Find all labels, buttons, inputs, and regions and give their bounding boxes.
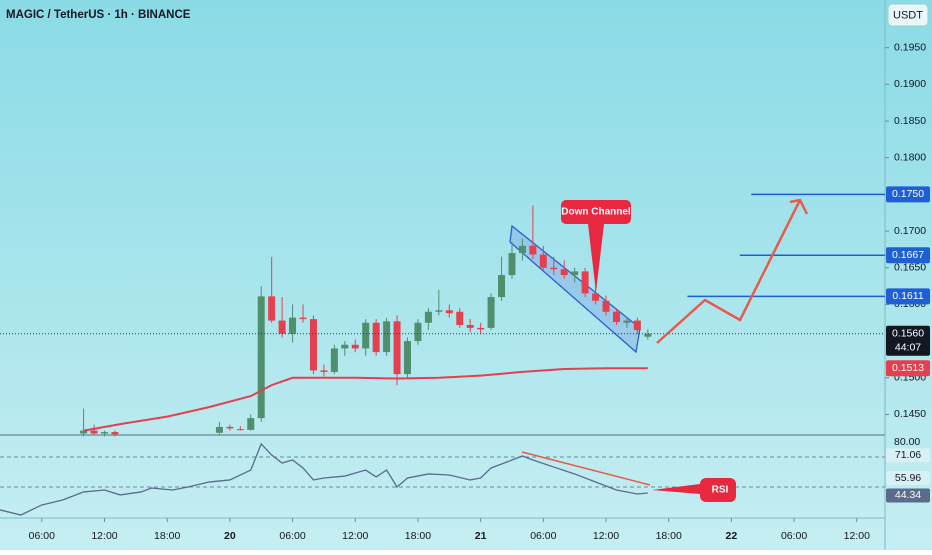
rsi-divergence: [521, 451, 651, 486]
candle-body: [309, 319, 317, 371]
candle-body: [100, 432, 108, 434]
candle-body: [539, 254, 547, 268]
x-tick-label: 18:00: [405, 530, 431, 542]
x-tick-label: 06:00: [530, 530, 556, 542]
x-tick-label: 06:00: [279, 530, 305, 542]
y-tick-label: 0.1450: [894, 408, 926, 420]
candle-body: [351, 344, 359, 349]
candle-body: [477, 327, 485, 330]
x-tick-label: 12:00: [342, 530, 368, 542]
y-tick-label: 0.1900: [894, 78, 926, 90]
rsi-badge: [886, 488, 930, 503]
candle-body: [299, 317, 307, 320]
candle-body: [518, 245, 526, 254]
level-badge: [886, 186, 930, 203]
x-tick-label: 18:00: [154, 530, 180, 542]
countdown: 44:07: [895, 342, 921, 354]
candle-body: [90, 430, 98, 434]
candle-body: [456, 311, 464, 325]
candle-body: [257, 296, 265, 419]
rsi-badge-label: 71.06: [895, 449, 921, 461]
candle-body: [341, 344, 349, 349]
rsi-callout: [652, 478, 736, 502]
candle-body: [414, 322, 422, 342]
candle-body: [644, 333, 652, 337]
level-badge-label: 0.1667: [892, 249, 924, 261]
currency-box: [887, 3, 929, 27]
candle-body: [289, 317, 297, 334]
ma-badge-label: 0.1513: [892, 362, 924, 374]
candle-body: [487, 297, 495, 328]
candle-body: [612, 311, 620, 323]
rsi-line: [0, 442, 648, 516]
ma-badge: [886, 360, 930, 377]
x-tick-label: 12:00: [593, 530, 619, 542]
moving-average: [83, 367, 648, 432]
x-tick-label: 12:00: [844, 530, 870, 542]
rsi-badge: [886, 448, 930, 463]
y-tick-label: 0.1650: [894, 262, 926, 274]
rsi-tick-label: 80.00: [894, 436, 920, 448]
candle-body: [268, 296, 276, 321]
candle-body: [330, 348, 338, 372]
candle-body: [215, 426, 223, 433]
level-badge: [886, 247, 930, 264]
candle-body: [581, 271, 589, 294]
candle-body: [435, 310, 443, 312]
candle-body: [383, 321, 391, 353]
channel-callout: [561, 200, 631, 292]
candle-body: [362, 322, 370, 349]
level-badge: [886, 288, 930, 305]
candle-body: [508, 253, 516, 276]
annotation: Down Channel: [561, 207, 631, 218]
candle-body: [633, 320, 641, 331]
y-tick-label: 0.1950: [894, 41, 926, 53]
y-tick-label: 0.1800: [894, 151, 926, 163]
x-tick-label: 06:00: [29, 530, 55, 542]
rsi-badge: [886, 471, 930, 486]
level-badge-label: 0.1611: [892, 290, 923, 302]
candle-body: [111, 432, 119, 435]
last-price-badge: [886, 325, 930, 356]
candle-body: [320, 370, 328, 372]
projection-arrowhead: [789, 198, 809, 215]
candle-body: [623, 320, 631, 323]
candle-body: [80, 430, 88, 434]
candle-body: [498, 275, 506, 298]
candle-body: [403, 341, 411, 375]
x-tick-label: 21: [475, 530, 487, 542]
candle-body: [592, 293, 600, 301]
x-tick-label: 22: [726, 530, 738, 542]
candle-body: [247, 418, 255, 430]
last-price-badge-label: 0.1560: [892, 328, 924, 340]
candle-body: [424, 311, 432, 323]
candle-body: [466, 324, 474, 328]
x-tick-label: 20: [224, 530, 236, 542]
x-tick-label: 12:00: [91, 530, 117, 542]
candle-body: [236, 429, 244, 431]
level-badge-label: 0.1750: [892, 188, 924, 200]
y-tick-label: 0.1850: [894, 115, 926, 127]
candle-body: [393, 321, 401, 375]
x-tick-label: 06:00: [781, 530, 807, 542]
candle-body: [560, 269, 568, 276]
annotation: RSI: [712, 485, 729, 496]
candle-body: [226, 426, 234, 429]
currency: USDT: [893, 9, 923, 21]
candle-body: [278, 320, 286, 334]
x-tick-label: 18:00: [656, 530, 682, 542]
candle-body: [372, 322, 380, 353]
rsi-badge-label: 55.96: [895, 472, 921, 484]
chart-title: MAGIC / TetherUS · 1h · BINANCE: [6, 9, 191, 21]
candle-body: [550, 267, 558, 270]
candle-body: [571, 271, 579, 276]
y-tick-label: 0.1700: [894, 225, 926, 237]
candle-body: [445, 310, 453, 314]
projection-path: [656, 199, 802, 344]
rsi-badge-label: 44.34: [895, 489, 921, 501]
candle-body: [529, 245, 537, 255]
candle-body: [602, 300, 610, 312]
